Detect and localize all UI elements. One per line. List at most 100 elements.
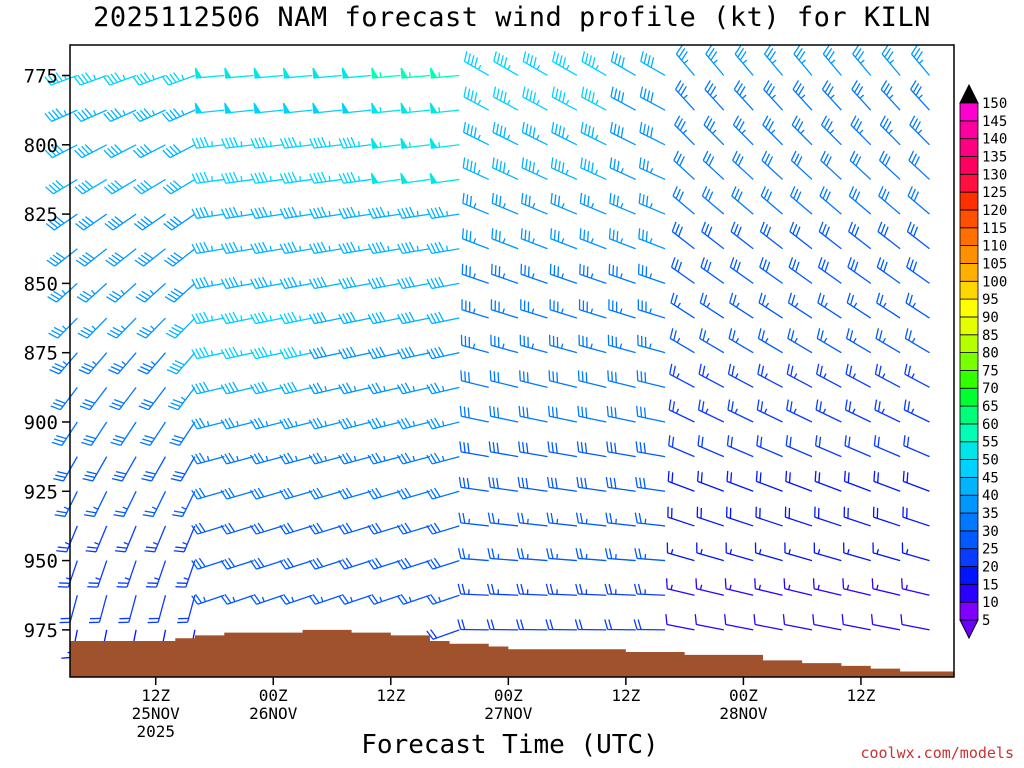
barb-feather [286,522,294,533]
wind-barb [46,248,78,267]
barb-staff [608,309,636,319]
barb-staff [755,516,783,527]
barb-feather [195,172,202,183]
wind-barb [341,67,372,79]
wind-barb [489,405,519,423]
wind-barb [463,121,490,146]
barb-staff [608,380,636,388]
barb-staff [697,445,725,458]
barb-half-feather [120,325,126,330]
wind-barb [754,542,783,562]
barb-half-feather [620,238,624,244]
barb-feather [111,218,121,226]
barb-half-feather [383,385,386,392]
barb-staff [550,273,578,285]
barb-feather [426,525,434,535]
wind-barb [696,470,725,492]
barb-feather [81,218,91,226]
barb-feather [498,231,501,242]
barb-half-feather [295,420,298,427]
wind-barb [698,363,725,388]
barb-feather [52,218,62,226]
barb-feather [396,349,404,359]
barb-feather [609,512,613,524]
barb-feather [818,472,821,483]
barb-feather [434,207,441,218]
barb-feather [785,435,789,446]
barb-feather [761,150,768,161]
barb-feather [705,153,712,164]
barb-half-feather [357,176,360,182]
wind-barb [638,192,666,215]
barb-half-feather [416,245,419,251]
barb-staff [784,552,813,562]
barb-feather [169,109,178,119]
barb-feather [379,346,386,357]
barb-feather [308,525,316,535]
barb-half-feather [794,337,798,343]
barb-feather [852,44,860,55]
barb-staff [154,525,167,553]
wind-barb [904,328,930,354]
barb-staff [610,131,636,146]
wind-barb [250,276,284,290]
colorbar-label: 150 [982,96,1007,112]
wind-barb [396,487,431,500]
wind-barb [704,80,725,111]
barb-half-feather [729,549,733,555]
barb-feather [737,191,743,202]
barb-feather [48,74,56,85]
barb-feather [581,371,584,382]
colorbar-label: 90 [982,310,999,326]
barb-feather [553,229,556,241]
barb-feather [646,125,650,137]
barb-half-feather [590,203,595,209]
barb-feather [110,441,121,446]
wind-barb [493,51,519,77]
barb-staff [763,89,784,111]
barb-feather [702,330,707,341]
barb-staff [876,302,901,319]
barb-staff [792,89,813,111]
barb-half-feather [299,315,302,321]
wind-barb [757,328,783,354]
barb-feather [908,330,912,341]
barb-staff [402,386,431,395]
barb-feather [77,74,85,85]
barb-staff [549,451,578,458]
barb-half-feather [590,238,594,244]
barb-half-feather [506,99,511,105]
barb-feather [250,278,257,289]
barb-half-feather [888,129,893,134]
barb-feather [312,558,320,569]
barb-feather [172,144,182,153]
wind-barb [549,299,578,319]
colorbar-segment [959,352,979,371]
barb-feather [279,489,287,500]
barb-feather [114,252,124,260]
wind-barb [397,276,431,290]
wind-barb [845,363,872,388]
barb-feather [220,243,227,254]
barb-feather [879,115,886,126]
barb-feather [847,472,850,483]
wind-barb [136,317,166,339]
barb-staff [728,337,754,354]
barb-feather [338,349,345,359]
barb-pennant [282,102,291,114]
barb-feather [517,476,521,488]
barb-half-feather [619,308,623,314]
barb-feather [55,144,64,153]
barb-feather [171,438,182,443]
barb-feather [113,474,125,479]
barb-feather [793,44,801,55]
barb-feather [637,583,642,595]
barb-feather [459,405,462,417]
barb-feather [405,242,411,253]
barb-feather [312,278,319,289]
wind-barb [426,557,460,570]
barb-staff [81,144,108,159]
barb-feather [345,487,353,498]
barb-feather [258,172,264,183]
barb-feather [561,162,565,173]
